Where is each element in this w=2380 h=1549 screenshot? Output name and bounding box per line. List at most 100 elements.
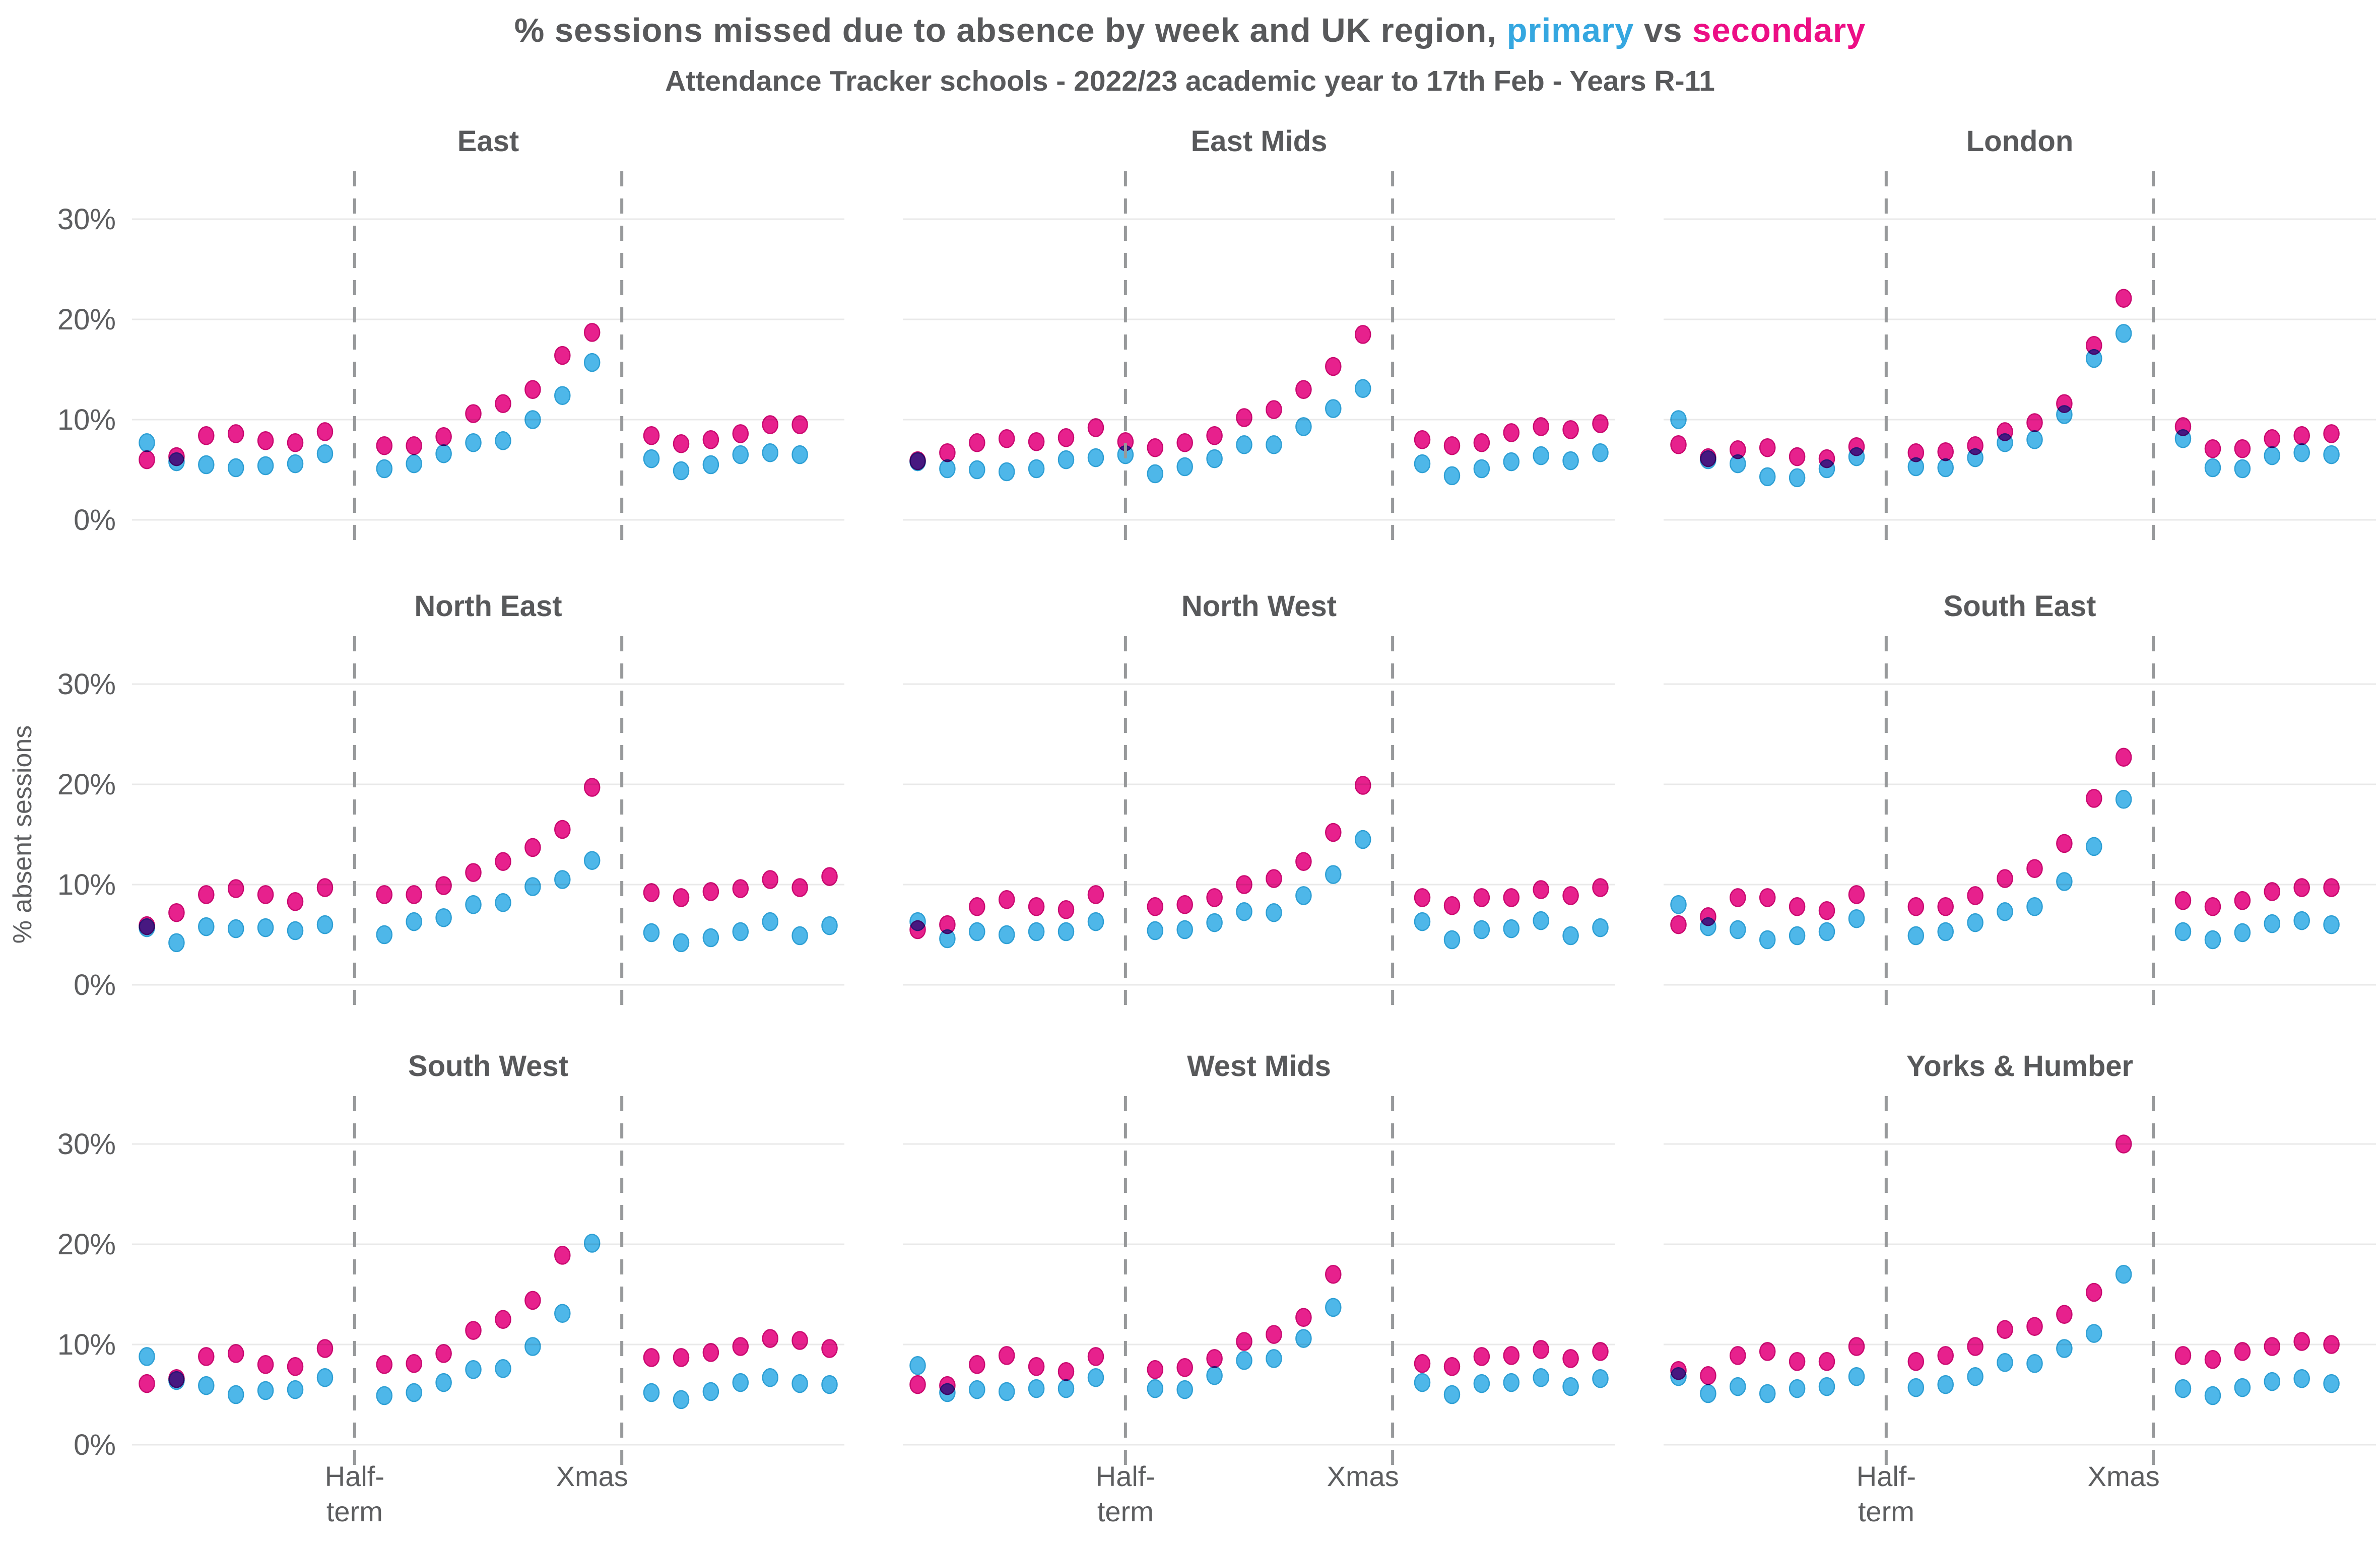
primary-dot-week-21 xyxy=(1503,452,1520,472)
primary-dot-week-3 xyxy=(1730,454,1746,474)
primary-dot-week-2 xyxy=(168,452,185,472)
primary-dot-week-7 xyxy=(1087,448,1104,467)
primary-dot-week-20 xyxy=(1473,1374,1490,1393)
secondary-dot-week-14 xyxy=(2056,1305,2073,1324)
primary-dot-week-13 xyxy=(1266,1349,1282,1368)
primary-dot-week-13 xyxy=(2026,430,2043,449)
primary-dot-week-2 xyxy=(1700,1384,1716,1403)
y-axis-title: % absent sessions xyxy=(8,725,37,944)
secondary-dot-week-7 xyxy=(1087,885,1104,904)
x-label-xmas-yorks-humber: Xmas xyxy=(2088,1460,2160,1492)
secondary-dot-week-12 xyxy=(465,1321,482,1340)
secondary-dot-week-22 xyxy=(1533,1340,1549,1359)
x-label-xmas-south-west: Xmas xyxy=(556,1460,628,1492)
panel-south-west: 0% 10% 20% 30% South West Half-term Xmas xyxy=(57,1050,844,1527)
secondary-dot-week-4 xyxy=(998,429,1015,448)
secondary-dot-week-23 xyxy=(1562,1349,1579,1368)
primary-dot-week-7 xyxy=(316,915,334,934)
primary-dot-week-14 xyxy=(2056,872,2073,891)
secondary-dot-week-21 xyxy=(732,424,749,443)
primary-dot-week-1 xyxy=(139,918,155,937)
primary-dot-week-15 xyxy=(554,1304,571,1323)
primary-dot-week-13 xyxy=(495,1359,511,1378)
primary-dot-week-6 xyxy=(287,1380,304,1399)
primary-dot-week-2 xyxy=(168,933,185,953)
primary-dot-week-7 xyxy=(1087,1368,1104,1387)
secondary-dot-week-14 xyxy=(1295,380,1312,399)
primary-dot-week-10 xyxy=(1176,1380,1193,1399)
secondary-dot-week-12 xyxy=(1236,1332,1252,1351)
primary-dot-week-4 xyxy=(1759,1384,1776,1403)
secondary-dot-week-23 xyxy=(791,878,808,897)
primary-dot-week-22 xyxy=(1533,911,1549,930)
primary-dot-week-23 xyxy=(791,445,808,464)
secondary-dot-week-10 xyxy=(1937,442,1954,461)
secondary-dot-week-19 xyxy=(1443,896,1461,915)
primary-dot-week-23 xyxy=(1562,1377,1579,1396)
primary-dot-week-13 xyxy=(1266,435,1282,454)
primary-dot-week-24 xyxy=(1592,443,1609,462)
secondary-dot-week-22 xyxy=(2293,878,2310,897)
primary-dot-week-3 xyxy=(1730,920,1746,939)
secondary-dot-week-20 xyxy=(1473,888,1490,907)
primary-dot-week-20 xyxy=(2234,1378,2251,1397)
primary-dot-week-21 xyxy=(732,445,749,464)
primary-dot-week-15 xyxy=(1325,399,1342,418)
primary-dot-week-14 xyxy=(2056,405,2073,424)
primary-dot-week-19 xyxy=(1443,930,1461,950)
secondary-dot-week-20 xyxy=(2234,1342,2251,1361)
secondary-dot-week-3 xyxy=(1730,888,1746,907)
primary-dot-week-7 xyxy=(316,1368,334,1387)
primary-dot-week-10 xyxy=(1176,920,1193,939)
primary-dot-week-11 xyxy=(1967,913,1984,932)
secondary-dot-week-9 xyxy=(1147,438,1164,457)
primary-dot-week-22 xyxy=(762,912,778,931)
primary-dot-week-10 xyxy=(406,1383,422,1402)
x-label-half-west-mids: Half- xyxy=(1096,1460,1155,1492)
primary-dot-week-12 xyxy=(1236,902,1252,921)
series-primary-dots-east xyxy=(139,353,808,481)
primary-dot-week-7 xyxy=(1848,909,1865,928)
x-label-term-south-west: term xyxy=(326,1496,383,1527)
primary-dot-week-16 xyxy=(2115,324,2132,343)
secondary-dot-week-3 xyxy=(969,897,985,916)
primary-dot-week-2 xyxy=(939,929,956,949)
secondary-dot-week-7 xyxy=(316,878,334,897)
primary-dot-week-10 xyxy=(1176,457,1193,477)
primary-dot-week-5 xyxy=(257,456,274,476)
primary-dot-week-20 xyxy=(702,455,719,475)
secondary-dot-week-19 xyxy=(2204,439,2221,458)
primary-dot-week-14 xyxy=(1295,417,1312,436)
primary-dot-week-19 xyxy=(2204,458,2221,478)
panel-london: London xyxy=(1664,125,2376,540)
panel-title-north-west: North West xyxy=(1181,590,1337,623)
secondary-dot-week-4 xyxy=(1759,888,1776,907)
chart-title: % sessions missed due to absence by week… xyxy=(0,11,2380,50)
secondary-dot-week-11 xyxy=(1206,426,1223,445)
primary-dot-week-1 xyxy=(139,433,155,452)
primary-dot-week-18 xyxy=(1414,454,1431,474)
chart-subtitle: Attendance Tracker schools - 2022/23 aca… xyxy=(665,65,1715,97)
secondary-dot-week-22 xyxy=(1533,417,1549,436)
secondary-dot-week-9 xyxy=(376,436,393,455)
series-secondary-dots-south-east xyxy=(1670,748,2340,934)
secondary-dot-week-20 xyxy=(1473,433,1490,452)
primary-dot-week-22 xyxy=(2293,443,2310,462)
primary-dot-week-16 xyxy=(583,851,601,870)
secondary-dot-week-4 xyxy=(227,1344,244,1363)
panel-east: 0% 10% 20% 30% East xyxy=(57,125,844,540)
primary-dot-week-9 xyxy=(376,925,393,945)
primary-dot-week-5 xyxy=(1028,1379,1045,1398)
secondary-dot-week-7 xyxy=(1087,1347,1104,1366)
secondary-dot-week-4 xyxy=(1759,438,1776,457)
primary-dot-week-19 xyxy=(673,461,690,481)
secondary-dot-week-5 xyxy=(1789,447,1806,466)
secondary-dot-week-5 xyxy=(257,431,274,450)
secondary-dot-week-12 xyxy=(1236,875,1252,894)
secondary-dot-week-4 xyxy=(1759,1342,1776,1361)
primary-dot-week-23 xyxy=(791,926,808,946)
secondary-dot-week-19 xyxy=(673,1348,690,1367)
series-primary-dots-south-east xyxy=(1670,790,2340,950)
secondary-dot-week-5 xyxy=(257,1355,274,1374)
